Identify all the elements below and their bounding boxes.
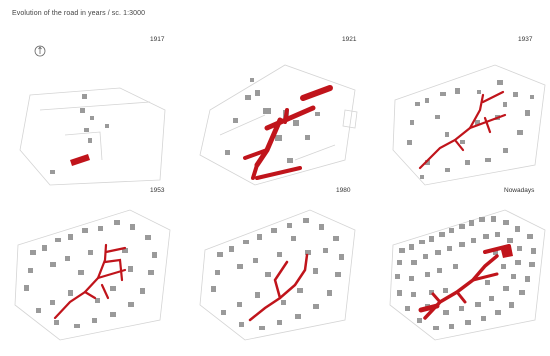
map-panel-1953: [10, 190, 175, 345]
map-panel-1937: [385, 40, 550, 190]
north-arrow-icon: [34, 44, 46, 58]
map-panel-nowadays: [385, 190, 550, 345]
figure-title: Evolution of the road in years / sc. 1:3…: [12, 10, 146, 17]
road-segment: [70, 154, 90, 166]
road-network: [418, 90, 507, 170]
road-network: [418, 244, 511, 320]
panel-year-1917: 1917: [150, 36, 165, 43]
road-network: [248, 253, 309, 322]
panel-year-1953: 1953: [150, 187, 165, 194]
panel-year-1980: 1980: [336, 187, 351, 194]
road-network: [243, 85, 333, 180]
map-panel-1921: [195, 40, 360, 190]
map-panel-1917: [10, 40, 170, 190]
road-network: [53, 243, 127, 320]
building-footprints: [50, 94, 109, 174]
map-panel-1980: [195, 190, 360, 345]
panel-year-nowadays: Nowadays: [504, 187, 535, 194]
panel-year-1937: 1937: [518, 36, 533, 43]
panel-year-1921: 1921: [342, 36, 357, 43]
